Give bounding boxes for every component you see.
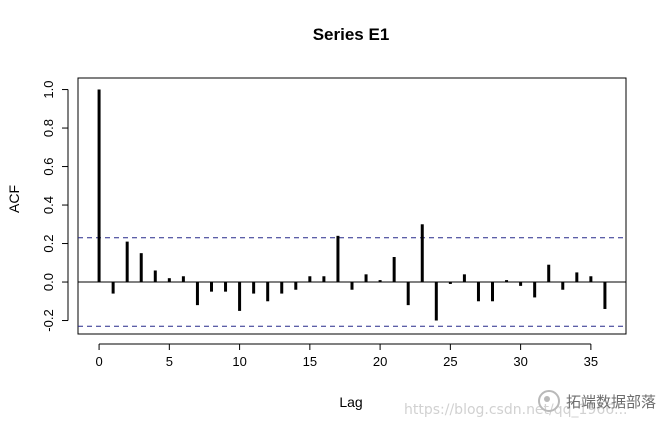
acf-bars: [97, 89, 607, 321]
brand-text: 拓端数据部落: [565, 392, 656, 411]
y-axis: -0.2 0.0 0.2 0.4 0.6 0.8 1.0: [41, 81, 69, 332]
x-tick-label: 5: [166, 354, 173, 369]
x-axis: 0 5 10 15 20 25 30 35: [95, 343, 598, 369]
y-tick-label: -0.2: [41, 309, 56, 331]
watermark-url: https://blog.csdn.net/qq_1966...: [404, 402, 628, 418]
x-tick-label: 10: [232, 354, 246, 369]
y-tick-label: 0.0: [41, 273, 56, 291]
y-tick-label: 0.2: [41, 234, 56, 252]
x-axis-label: Lag: [339, 394, 362, 410]
x-tick-label: 20: [373, 354, 387, 369]
confidence-bounds: [78, 237, 626, 327]
x-tick-label: 25: [443, 354, 457, 369]
x-tick-label: 15: [303, 354, 317, 369]
plot-frame: [77, 77, 627, 335]
x-tick-label: 35: [584, 354, 598, 369]
x-tick-label: 30: [513, 354, 527, 369]
x-tick-label: 0: [95, 354, 102, 369]
y-tick-label: 0.6: [41, 158, 56, 176]
brand-logo-icon: [537, 390, 560, 412]
chart-title: Series E1: [313, 25, 390, 44]
watermark-brand: 拓端数据部落: [537, 390, 656, 412]
y-tick-label: 0.4: [41, 196, 56, 214]
y-tick-label: 0.8: [41, 119, 56, 137]
y-tick-label: 1.0: [41, 81, 56, 99]
y-axis-label: ACF: [6, 185, 22, 213]
